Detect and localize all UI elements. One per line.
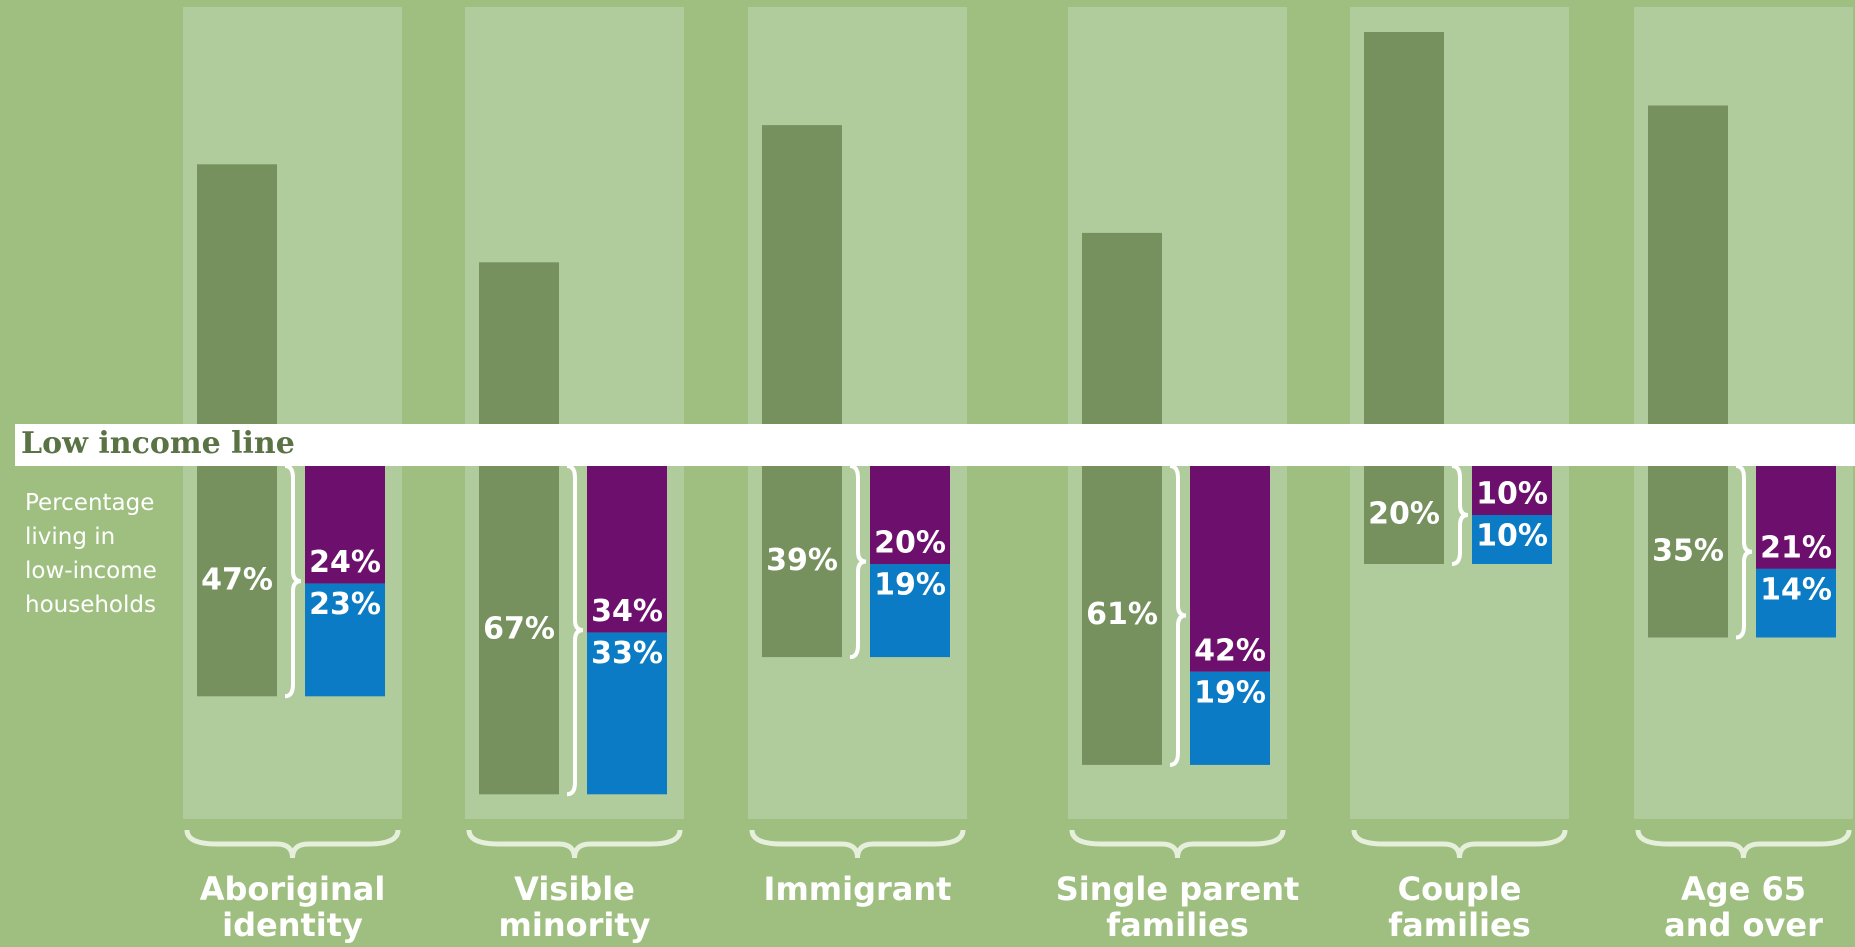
- stack-segment: [587, 466, 667, 633]
- category-brace: [184, 829, 401, 859]
- category-brace: [1635, 829, 1852, 859]
- brace: [284, 464, 302, 699]
- stack-segment: [1190, 466, 1270, 672]
- stack-segment: [1472, 466, 1552, 515]
- income-line-band: [15, 424, 1855, 466]
- total-bar-upper: [197, 164, 277, 425]
- stack-label: 23%: [309, 587, 381, 622]
- total-label: 67%: [483, 612, 555, 647]
- stack-label: 10%: [1476, 477, 1548, 512]
- income-line-label: Low income line: [21, 426, 295, 461]
- stack-label: 19%: [874, 568, 946, 603]
- category-label: Couple families: [1388, 870, 1531, 944]
- total-bar: [1648, 466, 1728, 638]
- total-bar: [1082, 466, 1162, 765]
- stack-segment: [1190, 671, 1270, 765]
- stack-label: 42%: [1194, 633, 1266, 668]
- stack-label: 19%: [1194, 675, 1266, 710]
- stack-segment: [1756, 568, 1836, 638]
- stack-label: 10%: [1476, 519, 1548, 554]
- total-bar-upper: [1648, 105, 1728, 424]
- total-bar-upper: [479, 262, 559, 424]
- brace: [566, 464, 584, 797]
- brace: [849, 464, 867, 660]
- total-bar: [1364, 466, 1444, 564]
- stack-label: 20%: [874, 526, 946, 561]
- stack-segment: [305, 583, 385, 697]
- category-label: Age 65 and over: [1664, 870, 1823, 944]
- category-brace: [1069, 829, 1286, 859]
- axis-note: Percentage living in low-income househol…: [25, 490, 157, 618]
- total-bar: [479, 466, 559, 795]
- stack-label: 34%: [591, 594, 663, 629]
- brace: [1451, 464, 1469, 566]
- total-label: 39%: [766, 543, 838, 578]
- stack-label: 14%: [1760, 572, 1832, 607]
- total-label: 35%: [1652, 533, 1724, 568]
- stack-label: 24%: [309, 545, 381, 580]
- category-label: Aboriginal identity: [199, 870, 386, 944]
- stack-segment: [1756, 466, 1836, 569]
- category-label: Visible minority: [498, 870, 651, 944]
- category-brace: [466, 829, 683, 859]
- stack-label: 21%: [1760, 530, 1832, 565]
- total-bar-upper: [1082, 232, 1162, 424]
- total-bar: [197, 466, 277, 697]
- brace: [1169, 464, 1187, 767]
- total-label: 47%: [201, 563, 273, 598]
- stack-segment: [305, 466, 385, 584]
- total-bar-upper: [1364, 32, 1444, 424]
- category-label: Single parent families: [1055, 870, 1300, 944]
- stack-segment: [870, 466, 950, 564]
- total-label: 20%: [1368, 497, 1440, 532]
- stack-label: 33%: [591, 636, 663, 671]
- stack-segment: [587, 632, 667, 795]
- category-brace: [1351, 829, 1568, 859]
- stack-segment: [1472, 515, 1552, 564]
- stack-segment: [870, 564, 950, 658]
- category-brace: [749, 829, 966, 859]
- total-label: 61%: [1086, 597, 1158, 632]
- brace: [1735, 464, 1753, 640]
- total-bar: [762, 466, 842, 658]
- total-bar-upper: [762, 125, 842, 424]
- category-label: Immigrant: [763, 870, 952, 908]
